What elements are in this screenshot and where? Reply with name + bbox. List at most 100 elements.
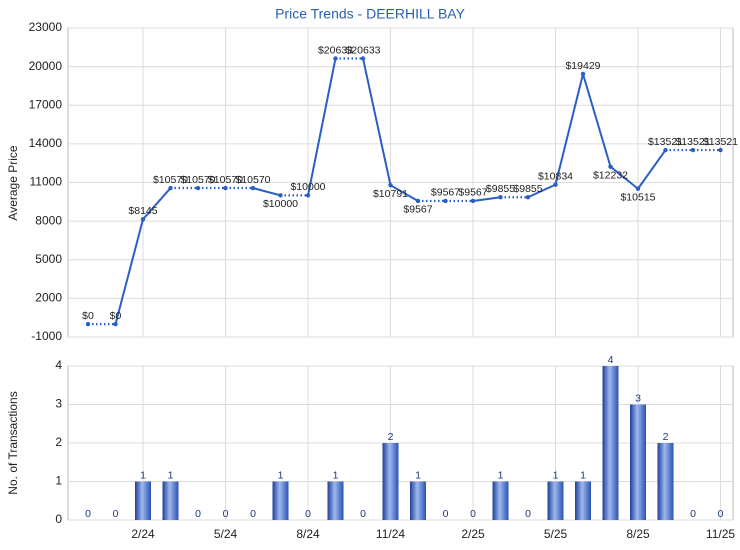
data-label: 0	[690, 508, 696, 520]
line-segment	[472, 196, 501, 202]
data-label: $10570	[180, 174, 215, 186]
line-segment	[362, 58, 392, 186]
data-label: $10791	[373, 188, 408, 200]
point	[278, 193, 283, 198]
x-tick-label: 5/24	[214, 527, 238, 541]
point	[635, 186, 641, 191]
line-segment	[307, 58, 337, 196]
y-tick-label: 20000	[29, 59, 63, 73]
line-segment	[114, 219, 144, 325]
line-segment	[637, 149, 667, 190]
data-label: $10570	[153, 174, 188, 186]
point	[113, 321, 118, 327]
bar	[162, 481, 179, 520]
data-label: $13521	[675, 136, 710, 148]
data-label: $10515	[620, 192, 655, 204]
data-label: $10000	[290, 181, 325, 193]
data-label: $10000	[263, 198, 298, 210]
bar	[382, 443, 399, 520]
y-tick-label: 3	[55, 397, 62, 411]
data-label: 0	[195, 508, 201, 520]
data-label: 0	[718, 508, 724, 520]
data-label: 1	[415, 469, 421, 481]
x-tick-label: 11/24	[376, 527, 405, 541]
data-label: $10570	[208, 174, 243, 186]
point	[140, 217, 146, 222]
point	[470, 198, 476, 204]
data-label: $12232	[593, 169, 628, 181]
point	[223, 185, 228, 191]
line-segment	[390, 184, 419, 202]
data-label: 1	[140, 469, 146, 481]
point	[443, 198, 448, 204]
data-label: 4	[608, 354, 614, 366]
line-segment	[582, 73, 612, 167]
data-label: $9855	[486, 183, 515, 195]
chart-title: Price Trends - DEERHILL BAY	[275, 6, 466, 22]
data-label: 0	[223, 508, 229, 520]
y-tick-label: 1	[55, 474, 62, 488]
data-label: $19429	[565, 60, 600, 72]
y-tick-label: 23000	[29, 20, 63, 34]
x-tick-label: 11/25	[706, 527, 735, 541]
point	[580, 71, 586, 77]
data-label: 1	[333, 469, 339, 481]
bar	[492, 481, 509, 520]
line-segment	[142, 187, 172, 220]
data-label: $8145	[128, 205, 157, 217]
data-label: 0	[113, 508, 119, 520]
point	[195, 185, 201, 191]
data-label: 0	[85, 508, 91, 520]
point	[168, 185, 173, 191]
point	[718, 147, 723, 153]
data-label: $0	[82, 310, 94, 322]
point	[525, 195, 531, 200]
bar	[135, 481, 151, 520]
y-tick-label: 14000	[29, 136, 63, 150]
x-tick-label: 2/25	[461, 527, 485, 541]
bar	[575, 481, 591, 520]
data-label: 0	[250, 508, 256, 520]
bar	[410, 481, 426, 520]
data-label: $13521	[703, 136, 738, 148]
y-axis-label: No. of Transactions	[6, 391, 20, 494]
data-label: 1	[498, 469, 504, 481]
y-tick-label: -1000	[31, 329, 62, 343]
line-segment	[252, 187, 281, 197]
data-label: 0	[443, 508, 449, 520]
x-tick-label: 5/25	[544, 527, 568, 541]
point	[388, 182, 393, 188]
data-label: $9567	[431, 187, 460, 199]
data-label: $9567	[458, 187, 487, 199]
y-tick-label: 11000	[30, 175, 63, 189]
x-tick-label: 2/24	[131, 527, 155, 541]
data-label: $10570	[235, 174, 270, 186]
data-label: $9855	[513, 183, 542, 195]
point	[85, 321, 91, 327]
data-label: 1	[168, 469, 174, 481]
point	[360, 56, 366, 61]
data-label: $20633	[318, 44, 353, 56]
x-tick-label: 8/24	[296, 527, 320, 541]
line-segment	[527, 183, 556, 199]
point	[250, 185, 256, 191]
data-label: 2	[388, 431, 394, 443]
data-label: 1	[553, 469, 559, 481]
data-label: 2	[663, 431, 669, 443]
data-label: $10834	[538, 170, 573, 182]
data-label: $0	[110, 310, 122, 322]
point	[415, 198, 421, 204]
data-label: 0	[305, 508, 311, 520]
point	[553, 182, 558, 187]
data-label: $13521	[648, 136, 683, 148]
y-tick-label: 2	[55, 435, 62, 449]
bar	[272, 481, 289, 520]
bar	[602, 366, 619, 520]
y-tick-label: 2000	[35, 291, 62, 305]
bar	[327, 481, 344, 520]
y-tick-label: 17000	[29, 97, 63, 111]
data-label: 1	[580, 469, 586, 481]
data-label: $20633	[345, 44, 380, 56]
y-tick-label: 0	[55, 512, 62, 526]
